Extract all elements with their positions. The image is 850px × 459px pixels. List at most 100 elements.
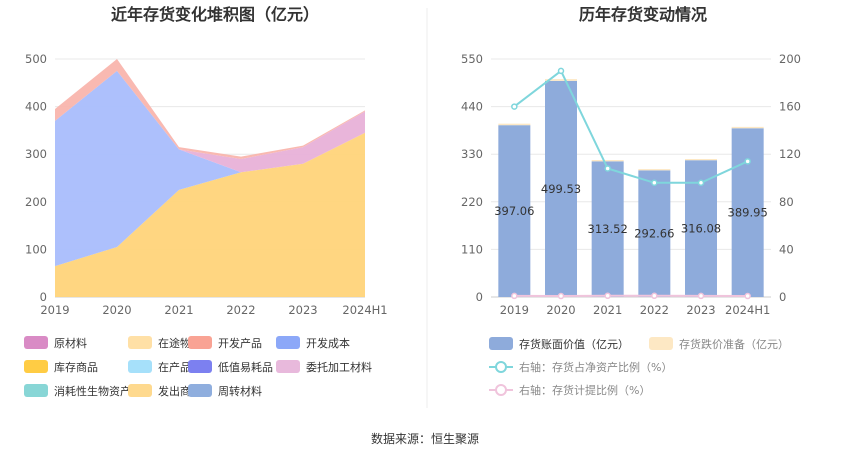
- legend-swatch: [24, 384, 48, 397]
- bar-impairment: [545, 79, 577, 81]
- right-y-tick-label: 220: [461, 195, 483, 209]
- legend-label: 委托加工材料: [306, 360, 372, 374]
- right-x-tick-label: 2020: [546, 303, 575, 317]
- left-areas: [55, 59, 365, 297]
- legend-line1-marker: [495, 361, 507, 373]
- right-y-tick-label: 550: [461, 52, 483, 66]
- bar-impairment: [498, 123, 531, 126]
- legend-swatch: [128, 384, 152, 397]
- legend-swatch: [128, 360, 152, 373]
- bar-impairment: [731, 126, 764, 129]
- line-point: [744, 158, 751, 165]
- bar-value-label: 292.66: [634, 227, 674, 241]
- legend-label: 在产品: [158, 360, 191, 374]
- left-x-tick-label: 2022: [226, 303, 255, 317]
- legend-swatch: [188, 336, 212, 349]
- source-text: 数据来源：恒生聚源: [371, 431, 479, 446]
- legend-swatch: [276, 360, 300, 373]
- line-point: [557, 292, 565, 300]
- line-point: [697, 292, 705, 300]
- right-y2-tick-label: 120: [779, 147, 801, 161]
- legend-swatch: [188, 384, 212, 397]
- line-point: [511, 292, 518, 300]
- right-x-tick-label: 2023: [686, 303, 715, 317]
- bar-impairment: [638, 169, 671, 171]
- line-point: [697, 179, 705, 187]
- right-bar-value-labels: 397.06 499.53 313.52 292.66 316.08 389.95: [494, 182, 768, 241]
- right-x-tick-label: 2019: [500, 303, 529, 317]
- legend-label-line2: 右轴：存货计提比例（%）: [519, 383, 650, 397]
- left-y-tick-labels: 0 100 200 300 400 500: [25, 52, 47, 304]
- right-y2-tick-label: 40: [779, 242, 794, 256]
- legend-label-line1: 右轴：存货占净资产比例（%）: [519, 360, 672, 374]
- right-y2-tick-label: 200: [779, 52, 801, 66]
- right-y2-tick-labels: 0 40 80 120 160 200: [779, 52, 801, 304]
- area-库存商品: [55, 132, 365, 297]
- bar-value-label: 389.95: [728, 206, 768, 220]
- right-y-tick-label: 330: [461, 147, 483, 161]
- right-y-tick-label: 110: [461, 242, 483, 256]
- left-chart-title: 近年存货变化堆积图（亿元）: [111, 5, 319, 24]
- right-chart-title: 历年存货变动情况: [579, 5, 707, 24]
- left-y-tick-label: 100: [25, 242, 47, 256]
- right-gridlines: [491, 58, 771, 298]
- left-y-tick-label: 200: [25, 195, 47, 209]
- legend-label: 开发产品: [218, 336, 262, 350]
- bar-carrying-value: [545, 80, 577, 297]
- line-point: [604, 292, 611, 300]
- right-bars: [498, 79, 764, 298]
- legend-swatch: [24, 360, 48, 373]
- legend-swatch: [128, 336, 152, 349]
- bar-value-label: 499.53: [541, 182, 581, 196]
- legend-swatch: [276, 336, 300, 349]
- left-x-tick-label: 2024H1: [342, 303, 387, 317]
- area-开发成本: [55, 70, 365, 267]
- left-y-tick-label: 400: [25, 100, 47, 114]
- legend-label: 原材料: [54, 336, 87, 350]
- line-point: [511, 103, 518, 110]
- right-x-tick-label: 2021: [593, 303, 622, 317]
- legend-label: 周转材料: [218, 384, 262, 398]
- right-lines: [511, 67, 751, 300]
- right-y2-tick-label: 0: [779, 290, 786, 304]
- legend-swatch: [188, 360, 212, 373]
- left-x-tick-label: 2020: [102, 303, 131, 317]
- legend-line2-marker: [495, 384, 507, 396]
- line-inventory-to-net-assets: [513, 69, 749, 184]
- line-point: [651, 292, 658, 300]
- right-x-tick-labels: 2019 2020 2021 2022 2023 2024H1: [500, 303, 771, 317]
- line-point: [744, 292, 751, 300]
- legend-label-bar2: 存货跌价准备（亿元）: [679, 337, 789, 351]
- left-x-tick-labels: 2019 2020 2021 2022 2023 2024H1: [40, 303, 387, 317]
- bar-value-label: 316.08: [681, 222, 721, 236]
- right-x-tick-label: 2024H1: [725, 303, 770, 317]
- right-y-tick-labels: 0 110 220 330 440 550: [461, 52, 483, 304]
- legend-swatch: [24, 336, 48, 349]
- right-y-tick-label: 440: [461, 100, 483, 114]
- right-y-tick-label: 0: [476, 290, 483, 304]
- right-y2-tick-label: 160: [779, 100, 801, 114]
- bar-carrying-value: [498, 125, 531, 298]
- bar-value-label: 313.52: [588, 222, 628, 236]
- legend-label-bar: 存货账面价值（亿元）: [519, 337, 629, 351]
- legend-label: 开发成本: [306, 336, 350, 350]
- left-x-tick-label: 2023: [288, 303, 317, 317]
- legend-label: 低值易耗品: [218, 361, 273, 374]
- right-y2-tick-label: 80: [779, 195, 794, 209]
- line-point: [557, 67, 565, 75]
- legend-swatch-bar: [489, 337, 513, 350]
- area-开发产品: [55, 59, 365, 159]
- left-y-tick-label: 500: [25, 52, 47, 66]
- legend-label: 库存商品: [54, 360, 98, 374]
- bar-carrying-value: [731, 128, 764, 297]
- right-x-tick-label: 2022: [640, 303, 669, 317]
- bar-carrying-value: [591, 161, 624, 297]
- legend-label: 消耗性生物资产: [54, 384, 131, 398]
- legend-swatch-bar2: [649, 337, 673, 350]
- line-point: [604, 165, 611, 172]
- left-y-tick-label: 0: [40, 290, 47, 304]
- left-x-tick-label: 2019: [40, 303, 69, 317]
